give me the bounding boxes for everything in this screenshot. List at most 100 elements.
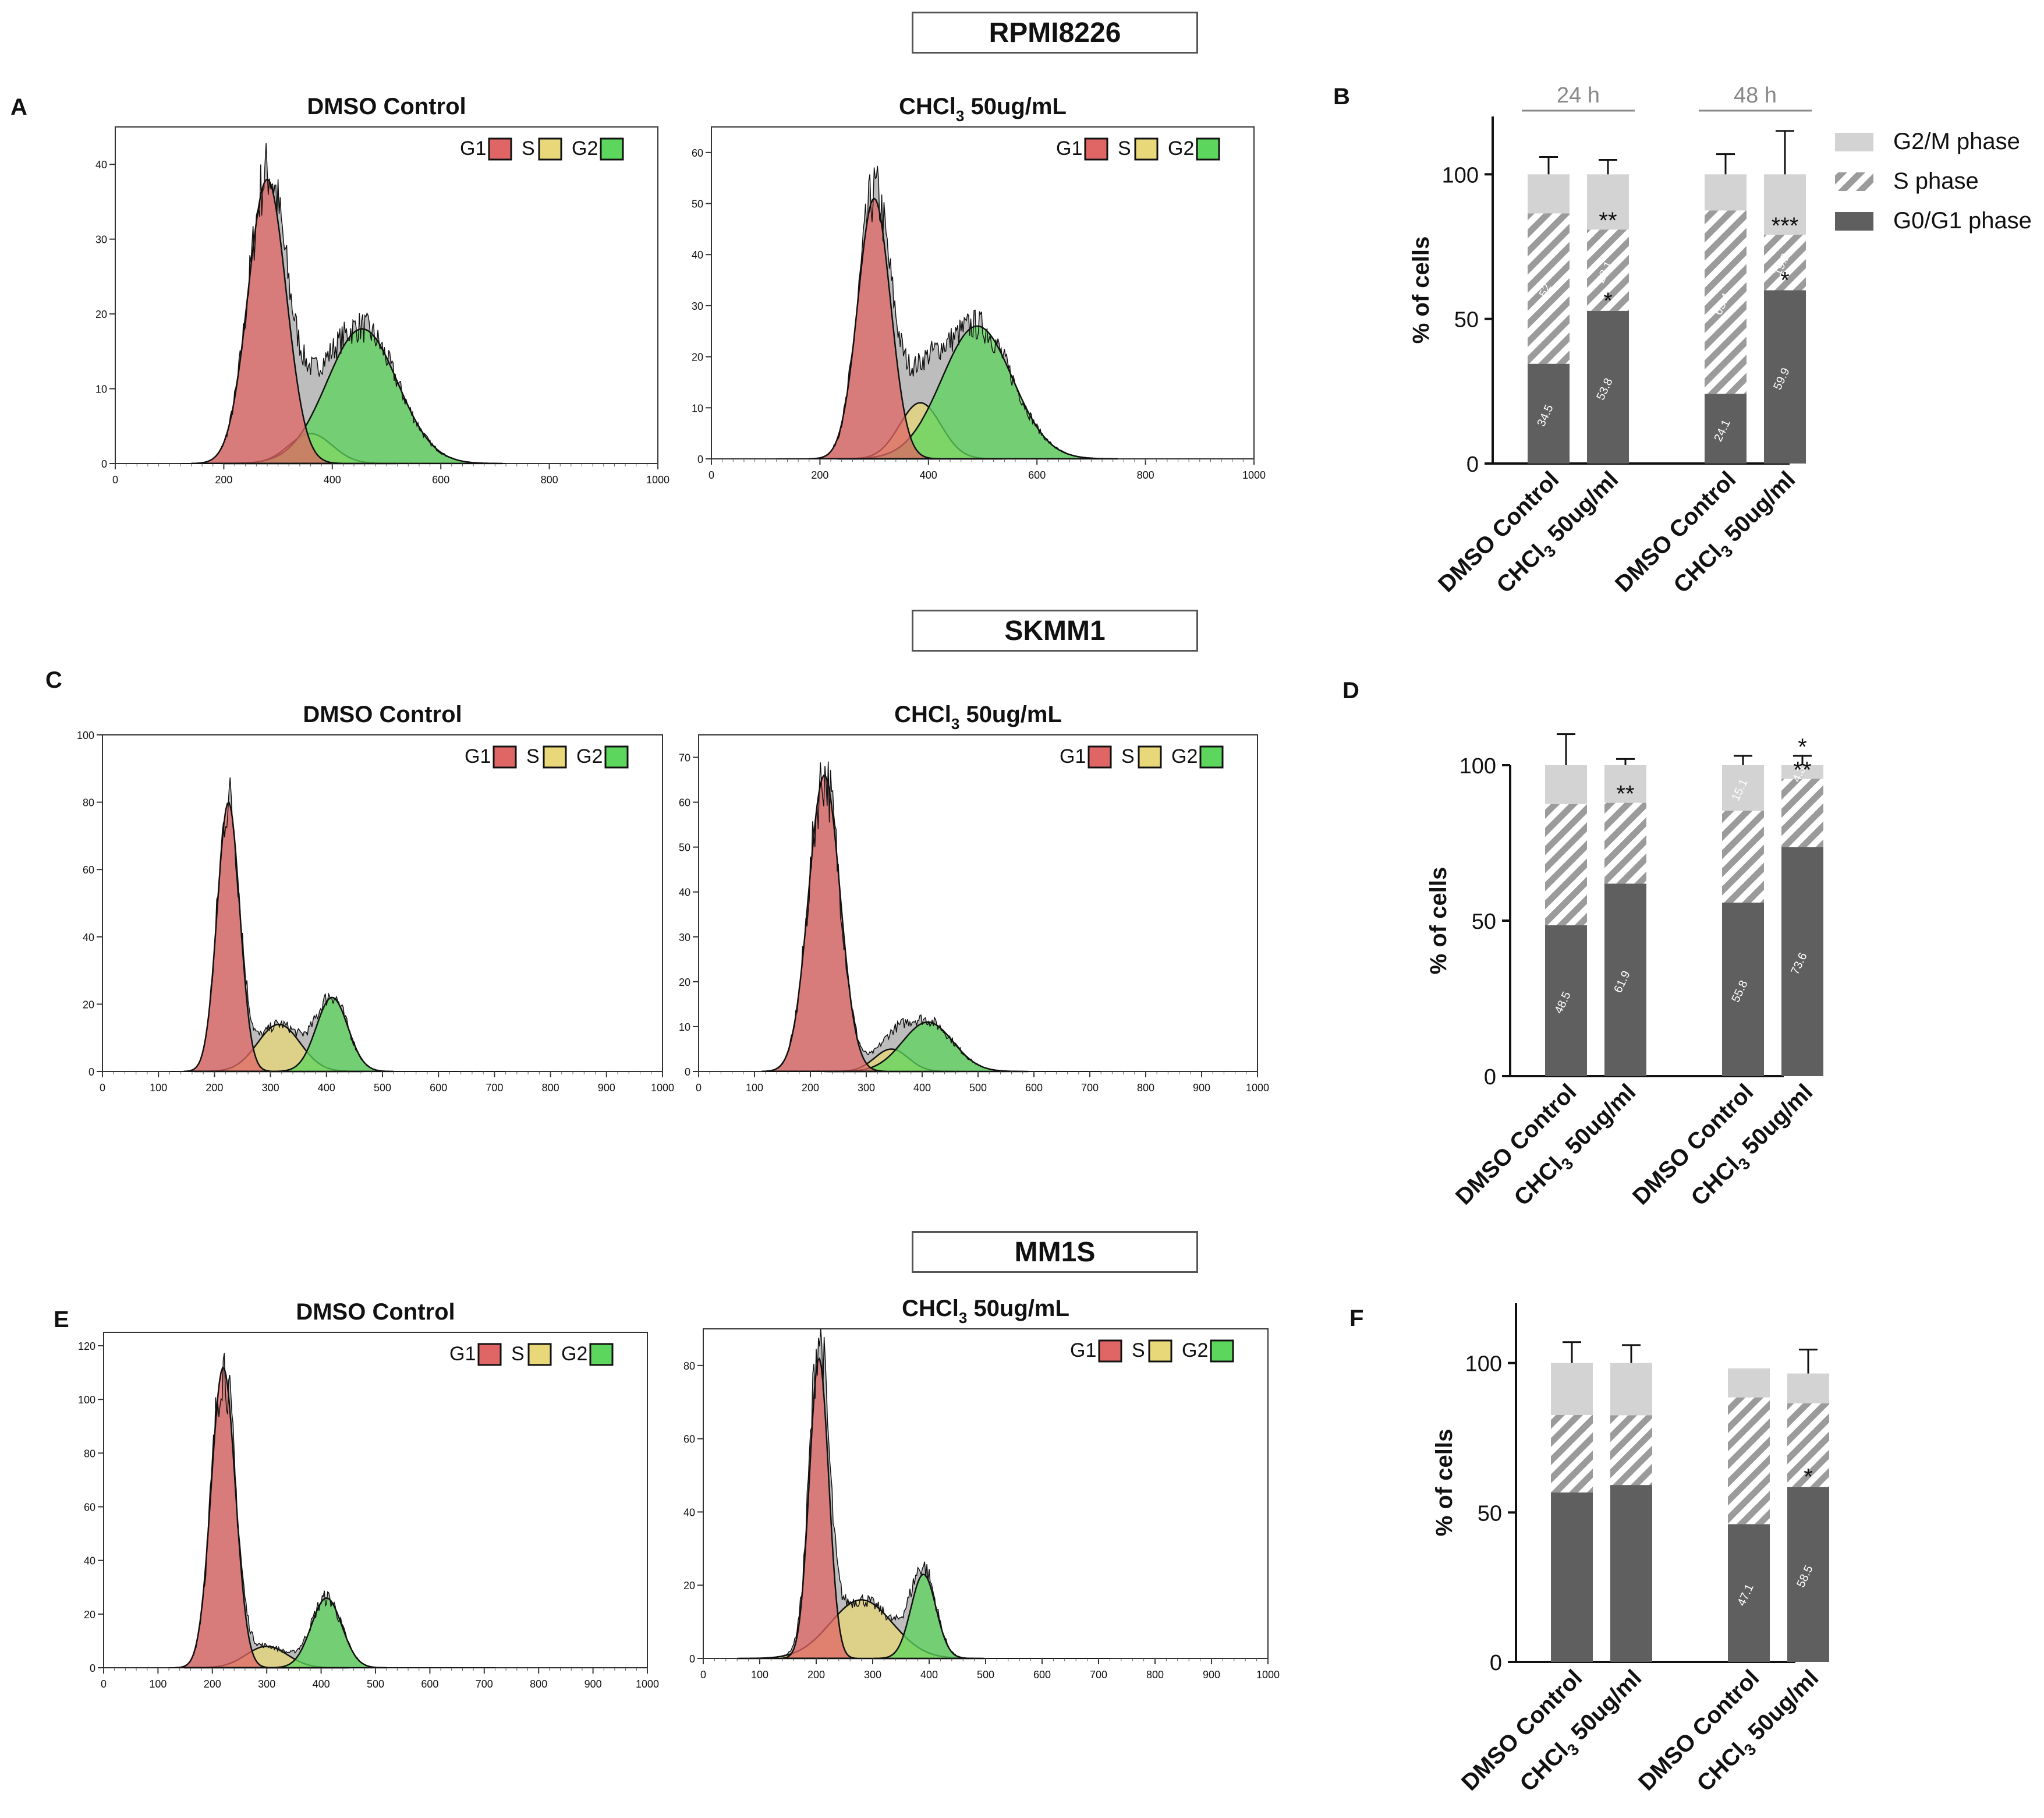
plot-frame — [102, 734, 663, 1072]
panel-label-e: E — [54, 1307, 69, 1332]
bar-segment-g2mphase — [1722, 765, 1764, 811]
x-tick-label: 600 — [1033, 1669, 1051, 1681]
legend-swatch-g2 — [1196, 137, 1220, 161]
y-tick-label: 30 — [679, 932, 690, 943]
bar-segment-g0g1phase — [1787, 1487, 1829, 1662]
title-main: CHCl — [902, 1296, 959, 1321]
x-tick-label: 600 — [1028, 469, 1046, 481]
y-tick-label: 100 — [1465, 1352, 1502, 1377]
x-tick-label: 900 — [584, 1678, 602, 1690]
legend-label-g1: G1 — [1070, 1339, 1096, 1361]
bar-segment-g2mphase — [1545, 765, 1587, 804]
y-tick-label: 100 — [1442, 163, 1479, 188]
bar-segment-g0g1phase — [1528, 363, 1570, 464]
bar-segment-sphase — [1781, 779, 1823, 847]
bar-segment-g0g1phase — [1545, 925, 1587, 1076]
bar-segment-sphase — [1545, 804, 1587, 926]
x-tick-label: 300 — [258, 1678, 275, 1690]
y-tick-label: 0 — [90, 1663, 95, 1674]
panel-label-d: D — [1342, 678, 1359, 703]
bar-segment-g0g1phase — [1728, 1524, 1770, 1662]
legend-label-g2: G2 — [561, 1343, 587, 1365]
legend-swatch-s — [543, 745, 567, 769]
x-tick-label: 600 — [432, 474, 449, 486]
x-tick-label: 0 — [696, 1082, 702, 1094]
bar-segment-sphase — [1587, 229, 1629, 311]
bar-segment-sphase — [1528, 213, 1570, 364]
y-tick-label: 60 — [683, 1434, 695, 1445]
y-tick-label: 50 — [1454, 308, 1479, 333]
y-tick-label: 20 — [679, 977, 690, 988]
x-tick-label: 500 — [367, 1678, 384, 1690]
x-tick-label: 800 — [530, 1678, 547, 1690]
x-tick-label: 400 — [920, 469, 937, 481]
x-tick-label: 400 — [313, 1678, 330, 1690]
histogram-a-chcl3: 0 200 400 600 800 1000 0 10 20 30 40 50 60 G1 S G2 CHCl3… — [692, 94, 1266, 481]
x-tick-label: 800 — [1137, 469, 1154, 481]
y-tick-label: 0 — [88, 1066, 94, 1078]
significance-star: * — [1804, 1465, 1813, 1490]
bar-segment-g2mphase — [1705, 174, 1747, 211]
x-tick-label: 100 — [149, 1678, 167, 1690]
legend-swatch-g2 — [589, 1343, 614, 1366]
x-tick-label: 0 — [112, 474, 118, 486]
x-tick-label: 300 — [864, 1669, 881, 1681]
panel-label-b: B — [1333, 84, 1350, 109]
histogram-legend: G1 S G2 — [1060, 745, 1224, 769]
x-tick-label: 200 — [206, 1082, 223, 1094]
plot-frame — [703, 1328, 1269, 1659]
y-tick-label: 50 — [1478, 1501, 1502, 1526]
panel-label-f: F — [1349, 1306, 1364, 1331]
x-tick-label: 1000 — [1246, 1082, 1269, 1094]
bar-segment-sphase — [1722, 811, 1764, 903]
title-main: CHCl — [894, 702, 951, 727]
x-tick-label: 600 — [430, 1082, 447, 1094]
legend-swatch-g2 — [1210, 1339, 1234, 1363]
x-tick-label: 700 — [1090, 1669, 1107, 1681]
bar-segment-g0g1phase — [1551, 1492, 1593, 1662]
histogram-c-chcl3: 0 100 200 300 400 500 600 700 800 900 1000 0 10 20 30 4… — [679, 702, 1269, 1094]
cell-line-label-skmm1: SKMM1 — [912, 610, 1198, 652]
plot-frame — [103, 1332, 648, 1668]
y-tick-label: 100 — [1460, 754, 1496, 779]
bar-segment-g2mphase — [1610, 1363, 1652, 1416]
legend-swatch-s — [1138, 745, 1162, 769]
y-tick-label: 60 — [83, 864, 94, 876]
legend-label-s: S — [522, 137, 535, 160]
significance-star: ** — [1793, 757, 1811, 783]
y-tick-label: 10 — [679, 1021, 690, 1033]
title-subscript: 3 — [959, 1309, 967, 1327]
histogram-title: CHCl3 50ug/mL — [899, 94, 1067, 125]
y-tick-label: 20 — [84, 1609, 95, 1621]
bar-segment-g0g1phase — [1610, 1485, 1652, 1662]
y-tick-label: 40 — [679, 887, 690, 899]
bar-segment-g0g1phase — [1764, 290, 1806, 464]
title-rest: 50ug/mL — [959, 702, 1062, 727]
x-tick-label: 400 — [324, 474, 341, 486]
legend-swatch-g2 — [1199, 745, 1224, 769]
legend-label: G2/M phase — [1893, 129, 2020, 154]
legend-swatch-g1 — [488, 137, 512, 161]
x-tick-label: 1000 — [646, 474, 669, 486]
bar-segment-g2mphase — [1528, 174, 1570, 214]
legend-swatch-g2 — [604, 745, 629, 769]
histogram-c-dmso: 0 100 200 300 400 500 600 700 800 900 1000 0 20 40 60 8… — [77, 702, 674, 1094]
raw-histogram-line — [180, 143, 506, 464]
x-tick-label: 0 — [100, 1082, 105, 1094]
legend-swatch-g1 — [477, 1343, 502, 1366]
cell-line-label-mm1s: MM1S — [912, 1231, 1198, 1273]
bar-segment-g0g1phase — [1705, 394, 1747, 464]
x-tick-label: 600 — [1025, 1082, 1043, 1094]
bar-segment-g2mphase — [1781, 765, 1823, 779]
legend-label-g2: G2 — [572, 137, 598, 160]
y-tick-label: 0 — [1490, 1651, 1502, 1675]
x-tick-label: 1000 — [1242, 469, 1266, 481]
y-tick-label: 60 — [679, 797, 690, 809]
y-tick-label: 40 — [683, 1506, 695, 1518]
y-tick-label: 60 — [692, 147, 703, 159]
x-tick-label: 300 — [858, 1082, 875, 1094]
legend-label-g1: G1 — [1056, 137, 1082, 160]
